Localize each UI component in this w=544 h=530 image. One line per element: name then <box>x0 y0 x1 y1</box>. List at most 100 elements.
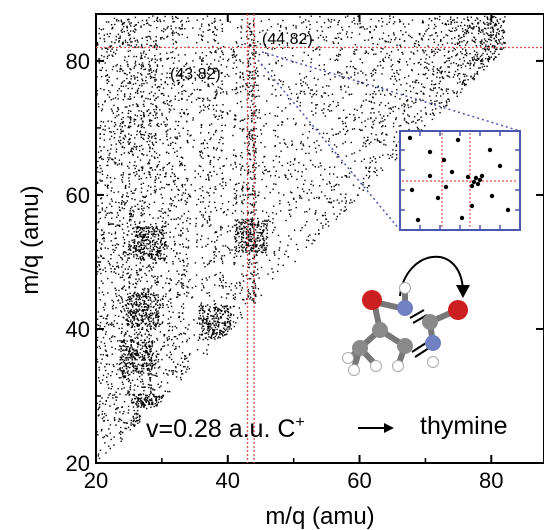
data-point <box>161 233 163 235</box>
data-point <box>409 35 412 38</box>
data-point <box>103 133 105 136</box>
data-point <box>486 24 489 26</box>
data-point <box>115 272 117 274</box>
data-point <box>431 61 434 63</box>
data-point <box>272 271 274 273</box>
data-point <box>206 220 208 222</box>
data-point <box>108 154 110 156</box>
data-point <box>119 125 121 127</box>
data-point <box>120 203 123 205</box>
data-point <box>129 347 131 350</box>
data-point <box>222 45 225 48</box>
data-point <box>117 407 119 409</box>
data-point <box>472 59 474 62</box>
data-point <box>154 312 156 314</box>
data-point <box>239 311 242 314</box>
data-point <box>120 128 122 131</box>
data-point <box>372 97 374 99</box>
data-point <box>241 190 244 192</box>
data-point <box>149 159 151 161</box>
data-point <box>368 100 370 102</box>
data-point <box>369 93 371 96</box>
data-point <box>150 386 152 389</box>
data-point <box>149 66 151 68</box>
data-point <box>135 29 137 31</box>
data-point <box>140 144 143 147</box>
data-point <box>242 185 244 187</box>
data-point <box>232 314 235 316</box>
data-point <box>116 164 119 166</box>
data-point <box>239 59 241 61</box>
data-point <box>104 325 106 328</box>
data-point <box>136 342 138 344</box>
data-point <box>494 23 496 26</box>
data-point <box>339 72 341 74</box>
data-point <box>143 301 145 304</box>
data-point <box>129 393 131 395</box>
data-point <box>213 33 215 36</box>
data-point <box>246 188 249 191</box>
data-point <box>146 154 148 156</box>
data-point <box>143 236 145 239</box>
data-point <box>144 333 146 335</box>
data-point <box>386 88 388 90</box>
data-point <box>128 180 130 182</box>
data-point <box>206 191 208 193</box>
data-point <box>150 76 153 78</box>
data-point <box>97 408 99 411</box>
data-point <box>213 71 215 74</box>
data-point <box>178 189 180 191</box>
data-point <box>199 150 201 153</box>
data-point <box>221 260 224 263</box>
data-point <box>130 424 132 426</box>
data-point <box>244 43 246 45</box>
data-point <box>150 186 152 188</box>
data-point <box>170 51 172 54</box>
data-point <box>318 54 321 56</box>
data-point <box>116 115 118 117</box>
data-point <box>187 280 190 283</box>
data-point <box>137 299 140 301</box>
data-point <box>351 201 353 204</box>
data-point <box>160 250 162 252</box>
data-point <box>120 377 122 379</box>
data-point <box>280 94 282 96</box>
data-point <box>490 23 492 25</box>
data-point <box>439 112 441 114</box>
data-point <box>142 291 145 294</box>
data-point <box>262 171 264 173</box>
data-point <box>417 128 419 130</box>
data-point <box>120 118 123 120</box>
data-point <box>143 250 145 253</box>
data-point <box>357 23 359 25</box>
data-point <box>152 313 154 315</box>
data-point <box>374 167 376 169</box>
data-point <box>282 81 285 83</box>
data-point <box>124 375 127 377</box>
data-point <box>413 53 415 55</box>
data-point <box>110 240 112 242</box>
data-point <box>459 58 461 60</box>
data-point <box>99 406 101 408</box>
data-point <box>453 19 455 21</box>
data-point <box>300 90 303 93</box>
data-point <box>365 50 367 52</box>
data-point <box>430 103 433 106</box>
data-point <box>382 120 384 122</box>
data-point <box>99 268 102 270</box>
data-point <box>398 61 401 63</box>
data-point <box>399 20 402 22</box>
data-point <box>324 92 327 94</box>
data-point <box>247 172 249 175</box>
data-point <box>174 95 176 97</box>
data-point <box>289 161 292 163</box>
data-point <box>249 133 251 135</box>
data-point <box>127 19 129 21</box>
data-point <box>309 124 311 126</box>
data-point <box>156 17 158 20</box>
data-point <box>365 85 368 87</box>
data-point <box>463 35 465 38</box>
data-point <box>96 238 98 241</box>
data-point <box>447 57 449 59</box>
data-point <box>157 310 159 312</box>
